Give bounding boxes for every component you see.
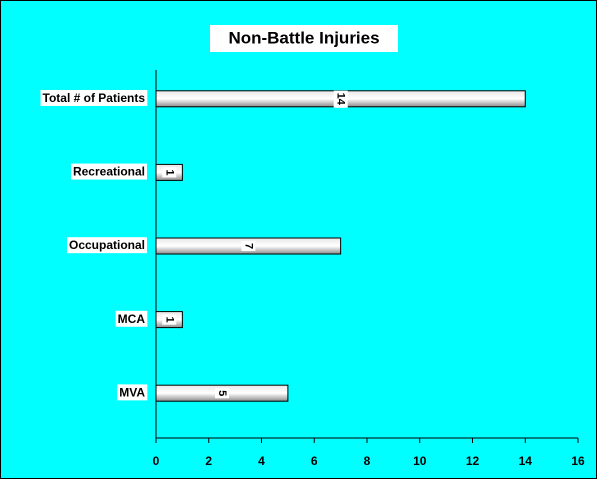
x-tick-label: 2 [205, 454, 212, 468]
label-box [333, 90, 348, 108]
data-label: 14 [335, 93, 347, 106]
x-tick-label: 14 [519, 454, 533, 468]
title-box [210, 25, 398, 52]
data-label: 5 [216, 390, 228, 396]
label-box [162, 314, 177, 325]
x-tick-label: 10 [413, 454, 427, 468]
data-label: 7 [242, 243, 254, 249]
chart-title: Non-Battle Injuries [228, 28, 379, 47]
y-tick-label: Recreational [73, 165, 145, 179]
x-tick-label: 8 [364, 454, 371, 468]
label-box [215, 388, 230, 399]
label-box [117, 384, 148, 401]
label-box [115, 310, 148, 327]
x-tick-label: 0 [153, 454, 160, 468]
label-box [162, 167, 177, 178]
y-tick-label: Total # of Patients [43, 91, 146, 105]
x-tick-label: 6 [311, 454, 318, 468]
x-tick-label: 16 [571, 454, 585, 468]
label-box [241, 240, 256, 252]
x-tick-label: 12 [466, 454, 480, 468]
y-tick-label: Occupational [69, 238, 145, 252]
y-tick-label: MCA [118, 312, 146, 326]
y-tick-label: MVA [119, 385, 145, 399]
label-box [70, 163, 147, 180]
label-box [40, 89, 148, 106]
data-label: 1 [163, 317, 175, 323]
label-box [66, 237, 147, 254]
x-tick-label: 4 [258, 454, 265, 468]
data-label: 1 [163, 169, 175, 175]
